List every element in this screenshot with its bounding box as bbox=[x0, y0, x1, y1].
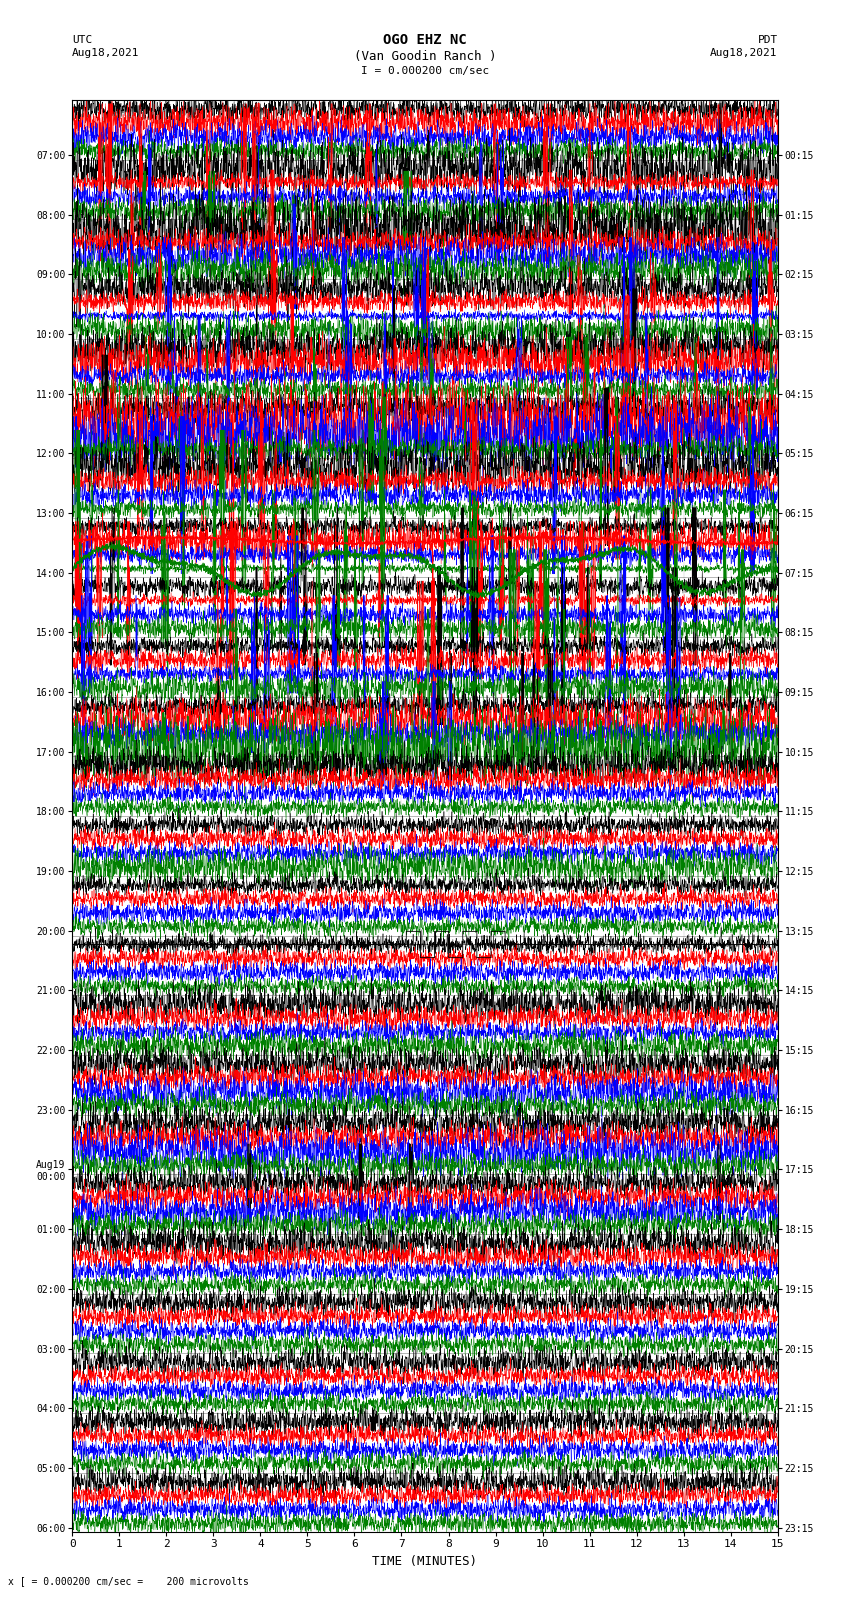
Text: UTC: UTC bbox=[72, 35, 93, 45]
Text: (Van Goodin Ranch ): (Van Goodin Ranch ) bbox=[354, 50, 496, 63]
Text: Aug18,2021: Aug18,2021 bbox=[711, 48, 778, 58]
Text: OGO EHZ NC: OGO EHZ NC bbox=[383, 34, 467, 47]
Text: Aug18,2021: Aug18,2021 bbox=[72, 48, 139, 58]
Text: I = 0.000200 cm/sec: I = 0.000200 cm/sec bbox=[361, 66, 489, 76]
Text: PDT: PDT bbox=[757, 35, 778, 45]
X-axis label: TIME (MINUTES): TIME (MINUTES) bbox=[372, 1555, 478, 1568]
Text: x [ = 0.000200 cm/sec =    200 microvolts: x [ = 0.000200 cm/sec = 200 microvolts bbox=[8, 1576, 249, 1586]
